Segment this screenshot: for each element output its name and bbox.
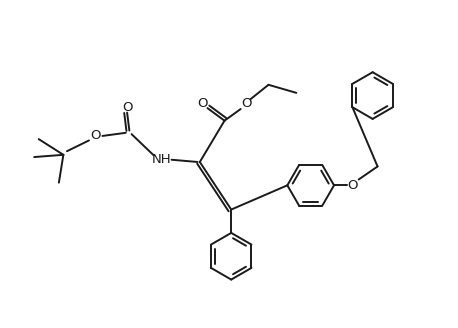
Text: O: O — [241, 97, 251, 110]
Text: O: O — [348, 179, 358, 192]
Text: O: O — [90, 130, 101, 142]
Text: O: O — [198, 97, 208, 110]
Text: NH: NH — [152, 153, 171, 166]
Text: O: O — [122, 101, 132, 114]
